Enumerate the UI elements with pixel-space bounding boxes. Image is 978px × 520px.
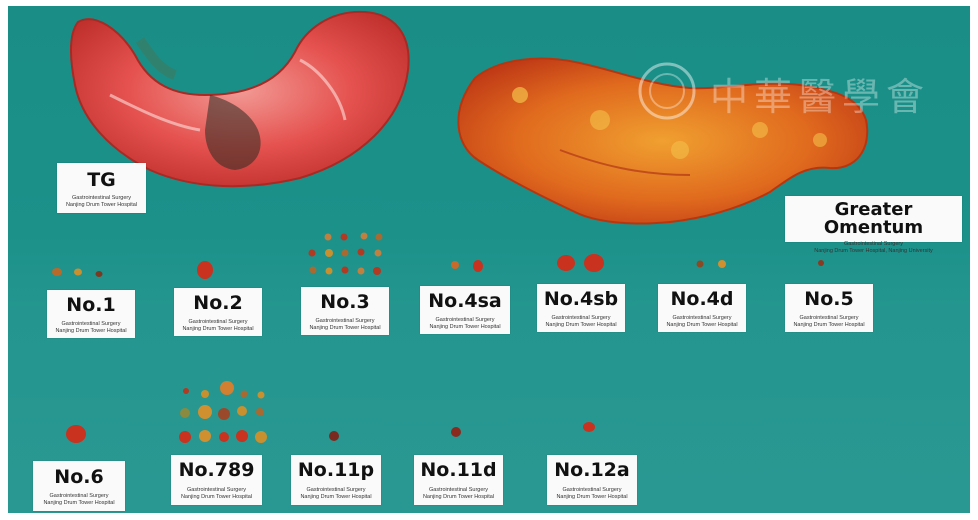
label-line1: Gastrointestinal Surgery [306,487,366,493]
label-title: No.12a [554,459,630,481]
label-title: No.4sb [543,288,619,310]
label-line2: Nanjing Drum Tower Hospital [309,324,381,331]
label-line1: Gastrointestinal Surgery [551,315,611,321]
label-line1: Gastrointestinal Surgery [562,487,622,493]
label-tg: TG Gastrointestinal Surgery Nanjing Drum… [57,163,146,213]
label-station-no6: No.6 Gastrointestinal Surgery Nanjing Dr… [33,461,125,511]
label-line2: Nanjing Drum Tower Hospital [180,493,253,500]
label-station-no3: No.3 Gastrointestinal Surgery Nanjing Dr… [301,287,389,335]
label-title: No.1 [66,294,116,316]
label-line2: Nanjing Drum Tower Hospital [429,323,501,330]
label-station-no11d: No.11d Gastrointestinal Surgery Nanjing … [414,455,503,505]
label-line1: Gastrointestinal Surgery [72,195,131,201]
label-line2: Nanjing Drum Tower Hospital [793,321,865,328]
label-line1: Gastrointestinal Surgery [799,315,859,321]
label-line1: Gastrointestinal Surgery [429,487,488,493]
stomach-specimen [69,10,410,188]
label-title: No.4sa [428,290,502,312]
label-station-no1: No.1 Gastrointestinal Surgery Nanjing Dr… [47,290,135,338]
label-line2: Nanjing Drum Tower Hospital [43,499,115,506]
lymph-nodes-no1 [52,268,103,277]
label-line1: Gastrointestinal Surgery [61,321,121,327]
label-line1: Gastrointestinal Surgery [49,493,109,499]
label-title: Greater Omentum [823,199,924,238]
label-title: No.789 [178,459,255,481]
label-line2: Nanjing Drum Tower Hospital [545,321,617,328]
label-line1: Gastrointestinal Surgery [672,315,732,321]
lymph-nodes-no789 [179,381,267,443]
label-station-no5: No.5 Gastrointestinal Surgery Nanjing Dr… [785,284,873,332]
label-line2: Nanjing Drum Tower Hospital, Nanjing Uni… [814,247,933,254]
label-line1: Gastrointestinal Surgery [435,317,495,323]
label-line1: Gastrointestinal Surgery [187,487,246,493]
label-line2: Nanjing Drum Tower Hospital [300,493,372,500]
lymph-nodes-no6 [66,425,86,443]
label-title: No.2 [193,292,243,314]
label-line2: Nanjing Drum Tower Hospital [65,201,138,208]
label-station-no4sb: No.4sb Gastrointestinal Surgery Nanjing … [537,284,625,332]
label-title: No.3 [320,291,370,313]
label-line1: Gastrointestinal Surgery [315,318,375,324]
label-line2: Nanjing Drum Tower Hospital [182,325,254,332]
label-title: No.4d [670,288,734,310]
label-title: TG [87,169,116,191]
label-line2: Nanjing Drum Tower Hospital [666,321,738,328]
label-title: No.11d [420,459,497,481]
lymph-nodes-no11d [451,427,461,437]
lymph-nodes-no2 [197,261,213,279]
label-title: No.6 [54,466,104,488]
label-line1: Gastrointestinal Surgery [188,319,248,325]
label-title: No.11p [297,459,375,481]
lymph-nodes-no3 [308,232,383,275]
label-station-no2: No.2 Gastrointestinal Surgery Nanjing Dr… [174,288,262,336]
label-line2: Nanjing Drum Tower Hospital [422,493,495,500]
label-greater-omentum: Greater Omentum Gastrointestinal Surgery… [785,196,962,254]
lymph-nodes-no4d [696,260,726,268]
watermark-text: 中華醫學會 [710,75,931,119]
label-station-no4sa: No.4sa Gastrointestinal Surgery Nanjing … [420,286,510,334]
lymph-nodes-no5 [818,260,824,266]
label-line1: Gastrointestinal Surgery [844,241,903,247]
lymph-nodes-no4sb [557,254,604,272]
label-title: No.5 [804,288,854,310]
label-station-no12a: No.12a Gastrointestinal Surgery Nanjing … [547,455,637,505]
label-station-no4d: No.4d Gastrointestinal Surgery Nanjing D… [658,284,746,332]
label-station-no11p: No.11p Gastrointestinal Surgery Nanjing … [291,455,381,505]
lymph-nodes-no11p [329,431,339,441]
label-line2: Nanjing Drum Tower Hospital [55,327,127,334]
label-line2: Nanjing Drum Tower Hospital [556,493,628,500]
lymph-nodes-no4sa [451,260,483,272]
label-station-no789: No.789 Gastrointestinal Surgery Nanjing … [171,455,262,505]
lymph-nodes-no12a [583,422,595,432]
greater-omentum-specimen [457,57,869,225]
